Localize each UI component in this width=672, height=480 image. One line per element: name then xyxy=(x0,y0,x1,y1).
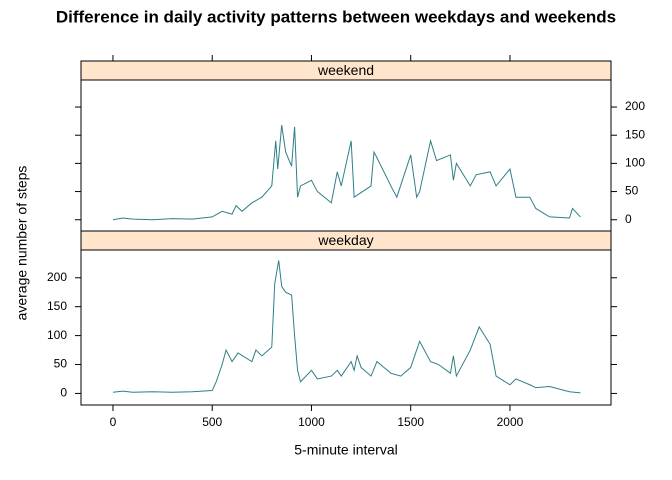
y-tick-label: 50 xyxy=(54,357,68,371)
strip-label: weekend xyxy=(317,62,374,78)
x-tick-label: 1500 xyxy=(397,415,424,429)
y-tick-label: 50 xyxy=(625,184,639,198)
y-tick-label: 150 xyxy=(625,127,645,141)
chart-title: Difference in daily activity patterns be… xyxy=(56,7,616,26)
y-tick-label: 200 xyxy=(47,270,67,284)
y-tick-label: 200 xyxy=(625,99,645,113)
y-tick-label: 100 xyxy=(47,328,67,342)
y-tick-label: 0 xyxy=(625,212,632,226)
x-tick-label: 500 xyxy=(202,415,222,429)
y-tick-label: 150 xyxy=(47,299,67,313)
x-tick-label: 0 xyxy=(110,415,117,429)
data-line xyxy=(112,124,581,221)
strip-label: weekday xyxy=(317,232,373,248)
panel-frame xyxy=(80,249,612,406)
y-axis-title: average number of steps xyxy=(14,166,30,321)
x-tick-label: 2000 xyxy=(497,415,524,429)
x-tick-label: 1000 xyxy=(298,415,325,429)
y-tick-label: 100 xyxy=(625,156,645,170)
x-axis-title: 5-minute interval xyxy=(294,442,398,458)
data-line xyxy=(112,260,581,394)
y-tick-label: 0 xyxy=(60,386,67,400)
panel-frame xyxy=(80,79,612,232)
